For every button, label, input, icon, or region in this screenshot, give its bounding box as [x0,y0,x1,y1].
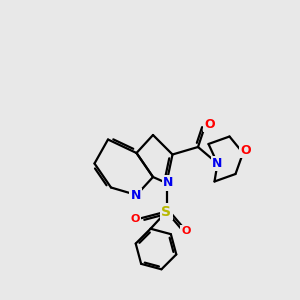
Text: O: O [181,226,191,236]
Text: O: O [130,214,140,224]
Text: N: N [212,157,223,170]
Text: N: N [163,176,173,190]
Text: N: N [130,189,141,202]
Text: S: S [161,205,172,218]
Text: O: O [205,118,215,131]
Text: O: O [241,143,251,157]
